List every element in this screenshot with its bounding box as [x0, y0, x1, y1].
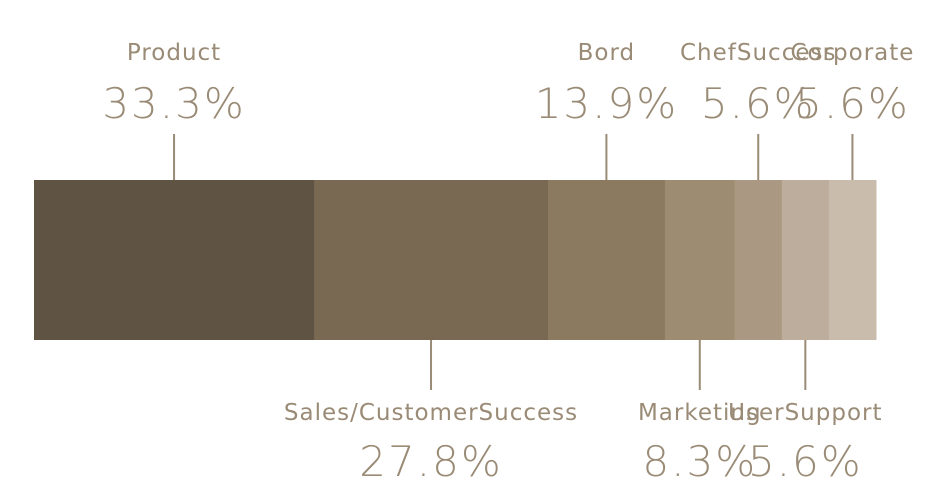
value-label-usersupport: 5.6%	[748, 437, 863, 486]
segment-labels: Product 33.3% Sales/CustomerSuccess 27.8% Bo…	[102, 40, 914, 486]
value-label-bord: 13.9%	[535, 79, 678, 128]
category-label-bord: Bord	[578, 40, 636, 66]
category-label-usersupport: UserSupport	[728, 400, 882, 426]
value-label-product: 33.3%	[102, 79, 245, 128]
category-label-corporate: Corporate	[790, 40, 914, 66]
bar-segment-chefsuccess	[734, 180, 783, 340]
value-label-corporate: 5.6%	[795, 79, 910, 128]
value-label-chefsuccess: 5.6%	[701, 79, 816, 128]
bar-segment-sales-customersuccess	[314, 180, 549, 340]
bar-segment-product	[34, 180, 315, 340]
category-label-product: Product	[127, 40, 221, 66]
bar-segment-corporate	[828, 180, 877, 340]
bar-segment-marketing	[664, 180, 736, 340]
leader-lines	[173, 134, 854, 390]
value-label-sales-customersuccess: 27.8%	[359, 437, 502, 486]
bar-segments	[34, 180, 877, 340]
bar-segment-usersupport	[781, 180, 830, 340]
category-label-marketing: Marketing	[638, 400, 762, 426]
category-label-sales-customersuccess: Sales/CustomerSuccess	[284, 400, 578, 426]
value-label-marketing: 8.3%	[642, 437, 757, 486]
bar-segment-bord	[547, 180, 666, 340]
category-label-chefsuccess: ChefSuccess	[680, 40, 836, 66]
